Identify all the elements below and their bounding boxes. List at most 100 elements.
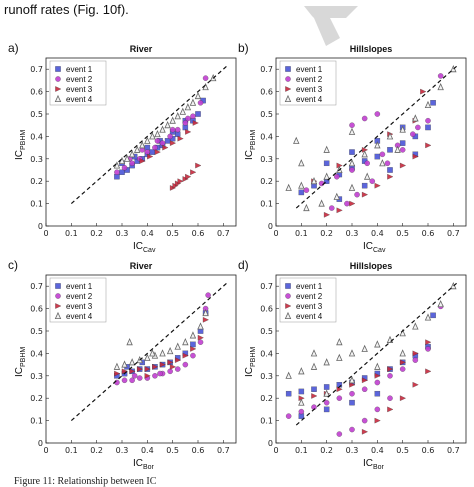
- data-point-event-3: [425, 339, 432, 346]
- data-point-event-2: [415, 124, 421, 131]
- data-point-event-1: [430, 100, 436, 106]
- data-point-event-1: [387, 167, 393, 173]
- data-point-event-2: [157, 370, 163, 377]
- legend-marker: [285, 66, 291, 72]
- data-point-event-4: [374, 141, 381, 149]
- x-tick-label: 0: [273, 446, 278, 455]
- data-point-event-1: [387, 147, 393, 153]
- panel-title: River: [130, 261, 153, 271]
- x-tick-label: 0: [43, 446, 48, 455]
- x-tick-label: 0.4: [141, 446, 154, 455]
- data-point-event-4: [386, 132, 394, 140]
- data-point-event-2: [197, 100, 204, 106]
- x-tick-label: 0.2: [90, 446, 103, 455]
- data-point-event-2: [437, 73, 444, 79]
- x-tick-label: 0.7: [217, 229, 230, 238]
- data-point-event-2: [349, 167, 355, 173]
- data-point-event-2: [114, 169, 120, 175]
- data-point-event-2: [328, 205, 335, 211]
- data-point-event-3: [311, 393, 318, 399]
- data-point-event-4: [379, 159, 386, 167]
- data-point-event-4: [399, 349, 406, 357]
- data-point-event-3: [387, 406, 394, 413]
- data-point-event-3: [169, 140, 177, 146]
- data-point-event-1: [311, 386, 317, 392]
- data-point-event-4: [323, 145, 330, 153]
- legend-entry: event 4: [66, 312, 93, 321]
- data-point-event-2: [374, 379, 381, 386]
- data-point-event-4: [336, 338, 343, 346]
- x-tick-label: 0.3: [116, 229, 129, 238]
- data-point-event-1: [361, 182, 368, 189]
- x-tick-label: 0.5: [166, 446, 179, 455]
- y-tick-label: 0.3: [260, 372, 273, 381]
- y-tick-label: 0.5: [260, 110, 273, 119]
- x-tick-label: 0.4: [371, 446, 384, 455]
- data-point-event-3: [387, 173, 394, 180]
- data-point-event-4: [348, 127, 356, 135]
- data-point-event-2: [387, 395, 393, 401]
- x-tick-label: 0.6: [422, 229, 435, 238]
- data-point-event-2: [344, 200, 350, 207]
- y-tick-label: 0.1: [30, 200, 43, 209]
- data-point-event-4: [348, 183, 356, 191]
- y-tick-label: 0.1: [30, 417, 43, 426]
- legend-entry: event 4: [66, 95, 93, 104]
- data-point-event-2: [361, 386, 368, 392]
- data-point-event-3: [185, 173, 192, 180]
- data-point-event-4: [386, 335, 394, 343]
- panel-label: b): [238, 41, 249, 55]
- data-point-event-4: [450, 65, 457, 73]
- data-point-event-2: [202, 75, 209, 81]
- data-point-event-1: [425, 124, 431, 131]
- panel-label: a): [8, 41, 19, 55]
- data-point-event-3: [336, 207, 343, 214]
- data-points: [285, 282, 457, 437]
- data-point-event-3: [202, 316, 209, 323]
- data-point-event-2: [323, 399, 330, 406]
- x-tick-label: 0.6: [192, 446, 205, 455]
- data-point-event-3: [412, 153, 419, 160]
- data-point-event-2: [205, 292, 211, 298]
- data-point-event-3: [144, 366, 151, 372]
- data-point-event-3: [349, 200, 356, 207]
- data-point-event-4: [310, 362, 318, 370]
- data-point-event-1: [399, 140, 406, 146]
- plot-frame: [275, 57, 467, 227]
- data-point-event-1: [149, 149, 156, 155]
- y-tick-label: 0.5: [30, 327, 43, 336]
- data-point-event-3: [144, 372, 151, 379]
- data-point-event-4: [323, 358, 330, 366]
- data-point-event-4: [298, 159, 305, 167]
- y-tick-label: 0.6: [30, 88, 43, 97]
- plot-frame: [275, 274, 467, 444]
- data-point-event-4: [298, 398, 305, 406]
- data-point-event-4: [450, 282, 457, 290]
- data-point-event-3: [361, 428, 369, 435]
- data-point-event-4: [363, 172, 371, 180]
- data-point-event-2: [361, 115, 368, 122]
- data-point-event-2: [349, 390, 355, 397]
- figure-caption: Figure 11: Relationship between IC: [14, 476, 157, 487]
- data-point-event-4: [333, 192, 341, 200]
- data-point-event-3: [412, 381, 419, 388]
- data-point-event-3: [192, 120, 199, 126]
- data-point-event-2: [336, 431, 343, 437]
- legend-marker: [285, 86, 292, 92]
- data-point-event-4: [285, 371, 292, 379]
- data-point-event-4: [424, 100, 432, 109]
- x-tick-label: 0.5: [166, 229, 179, 238]
- data-point-event-1: [119, 169, 125, 175]
- data-point-event-2: [131, 373, 138, 379]
- y-tick-label: 0.2: [260, 394, 273, 403]
- data-point-event-4: [194, 91, 202, 100]
- data-point-event-1: [349, 399, 355, 406]
- x-tick-label: 0.7: [217, 446, 230, 455]
- y-tick-label: 0: [38, 222, 43, 231]
- data-point-event-4: [374, 362, 381, 370]
- data-point-event-4: [128, 150, 136, 158]
- data-point-event-4: [336, 353, 343, 361]
- legend-entry: event 1: [296, 282, 323, 291]
- data-point-event-2: [399, 366, 406, 372]
- data-point-event-2: [190, 113, 196, 119]
